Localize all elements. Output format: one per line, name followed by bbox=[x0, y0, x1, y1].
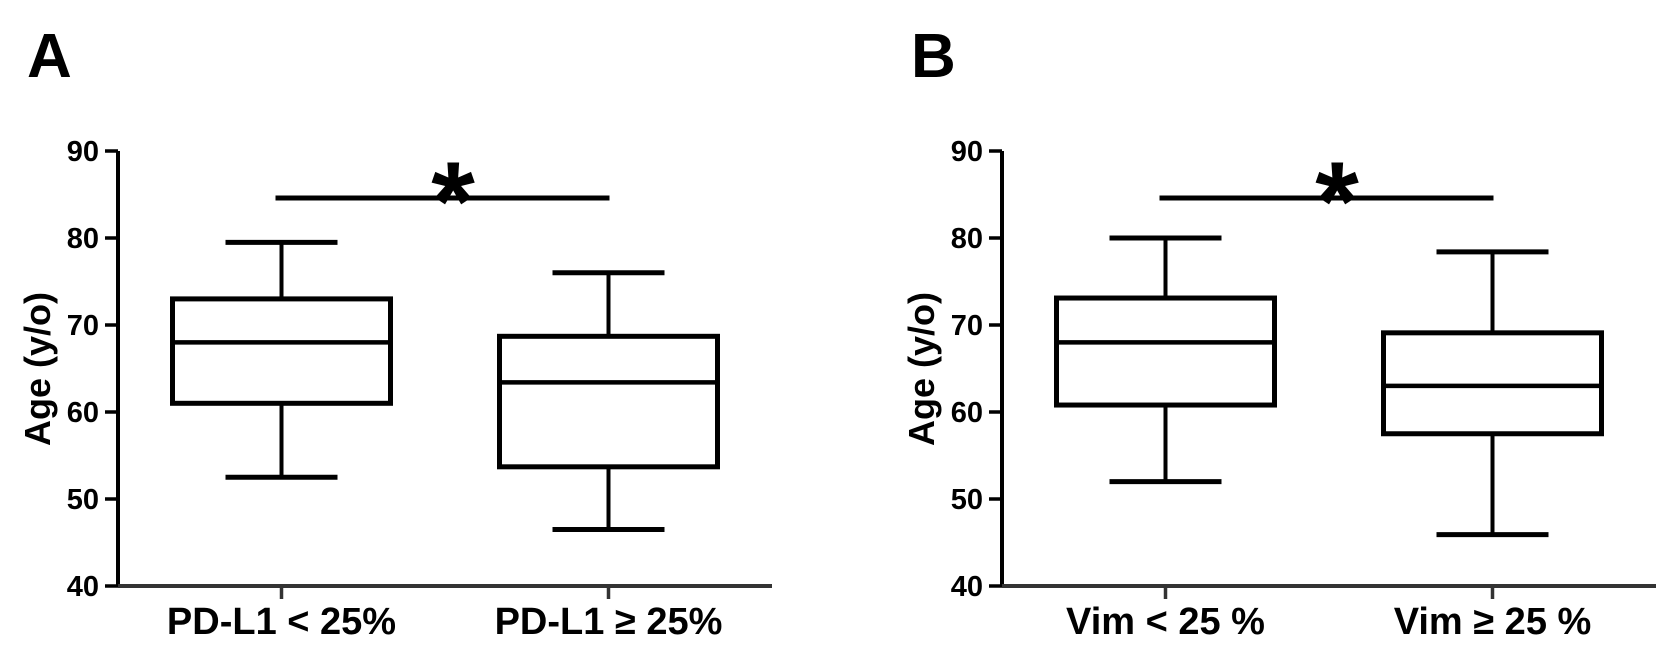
significance-asterisk: * bbox=[431, 139, 475, 264]
panel-letter: A bbox=[27, 22, 72, 91]
box-iqr-rect bbox=[1054, 295, 1277, 408]
y-tick-label: 40 bbox=[951, 571, 983, 603]
box-iqr-rect bbox=[170, 296, 393, 406]
x-category-label: PD-L1 ≥ 25% bbox=[495, 601, 723, 643]
box-iqr-rect bbox=[497, 333, 720, 470]
x-category-label: PD-L1 < 25% bbox=[167, 601, 396, 643]
y-tick-label: 90 bbox=[67, 136, 99, 168]
box-iqr-rect bbox=[1381, 330, 1604, 437]
y-tick-label: 80 bbox=[951, 223, 983, 255]
y-tick-label: 70 bbox=[951, 310, 983, 342]
y-axis-title: Age (y/o) bbox=[17, 292, 58, 446]
y-tick-label: 60 bbox=[951, 397, 983, 429]
y-tick-label: 90 bbox=[951, 136, 983, 168]
y-tick-label: 60 bbox=[67, 397, 99, 429]
panel-a-chart: A 40 50 60 70 80 90 Age (y/o) PD-L1 < 25% PD-L1 ≥… bbox=[17, 22, 772, 643]
y-tick-label: 50 bbox=[951, 484, 983, 516]
y-tick-label: 70 bbox=[67, 310, 99, 342]
y-tick-label: 80 bbox=[67, 223, 99, 255]
y-axis-title: Age (y/o) bbox=[901, 292, 942, 446]
significance-asterisk: * bbox=[1315, 139, 1359, 264]
y-tick-label: 50 bbox=[67, 484, 99, 516]
y-tick-label: 40 bbox=[67, 571, 99, 603]
panel-letter: B bbox=[911, 22, 956, 91]
x-category-label: Vim ≥ 25 % bbox=[1394, 601, 1592, 643]
x-category-label: Vim < 25 % bbox=[1066, 601, 1265, 643]
panel-b-chart: B 40 50 60 70 80 90 Age (y/o) Vim < 25 % Vim ≥ 25… bbox=[901, 22, 1656, 643]
